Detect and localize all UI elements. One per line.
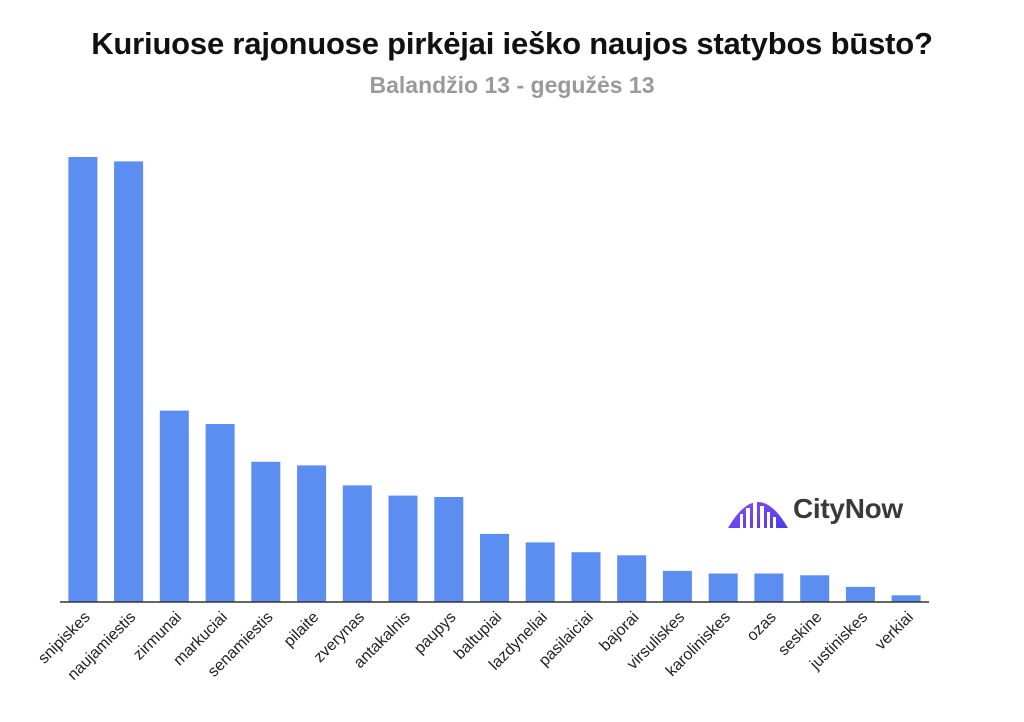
bar-pasilaiciai (571, 552, 601, 602)
bar-pilaite (297, 465, 327, 602)
city-skyline-icon (728, 502, 788, 528)
bar-karoliniskes (708, 573, 738, 602)
bar-zverynas (342, 485, 372, 602)
bar-seskine (800, 575, 830, 602)
bars-group (68, 157, 921, 603)
logo-text: CityNow (793, 493, 903, 524)
chart-subtitle: Balandžio 13 - gegužės 13 (369, 72, 655, 98)
bar-baltupiai (480, 533, 509, 602)
bar-verkiai (891, 595, 921, 602)
bar-paupys (434, 497, 464, 602)
x-tick-label-ozas: ozas (744, 609, 780, 645)
bar-zirmunai (159, 410, 189, 602)
x-tick-label-bajorai: bajorai (597, 609, 643, 655)
bar-snipiskes (68, 157, 98, 602)
bar-bajorai (617, 555, 647, 602)
bar-ozas (754, 573, 784, 602)
x-tick-labels-group: snipiskesnaujamiestiszirmunaimarkuciaise… (35, 609, 917, 684)
bar-lazdyneliai (525, 542, 555, 602)
bar-virsuliskes (662, 570, 692, 603)
bar-justiniskes (845, 586, 875, 602)
citynow-logo: CityNow (726, 488, 916, 532)
bar-senamiestis (251, 461, 281, 602)
x-tick-label-pilaite: pilaite (281, 609, 323, 651)
bar-markuciai (205, 424, 235, 602)
bar-antakalnis (388, 495, 418, 602)
bar-naujamiestis (114, 161, 144, 602)
chart-title: Kuriuose rajonuose pirkėjai ieško naujos… (91, 26, 933, 61)
x-tick-label-verkiai: verkiai (872, 609, 917, 654)
